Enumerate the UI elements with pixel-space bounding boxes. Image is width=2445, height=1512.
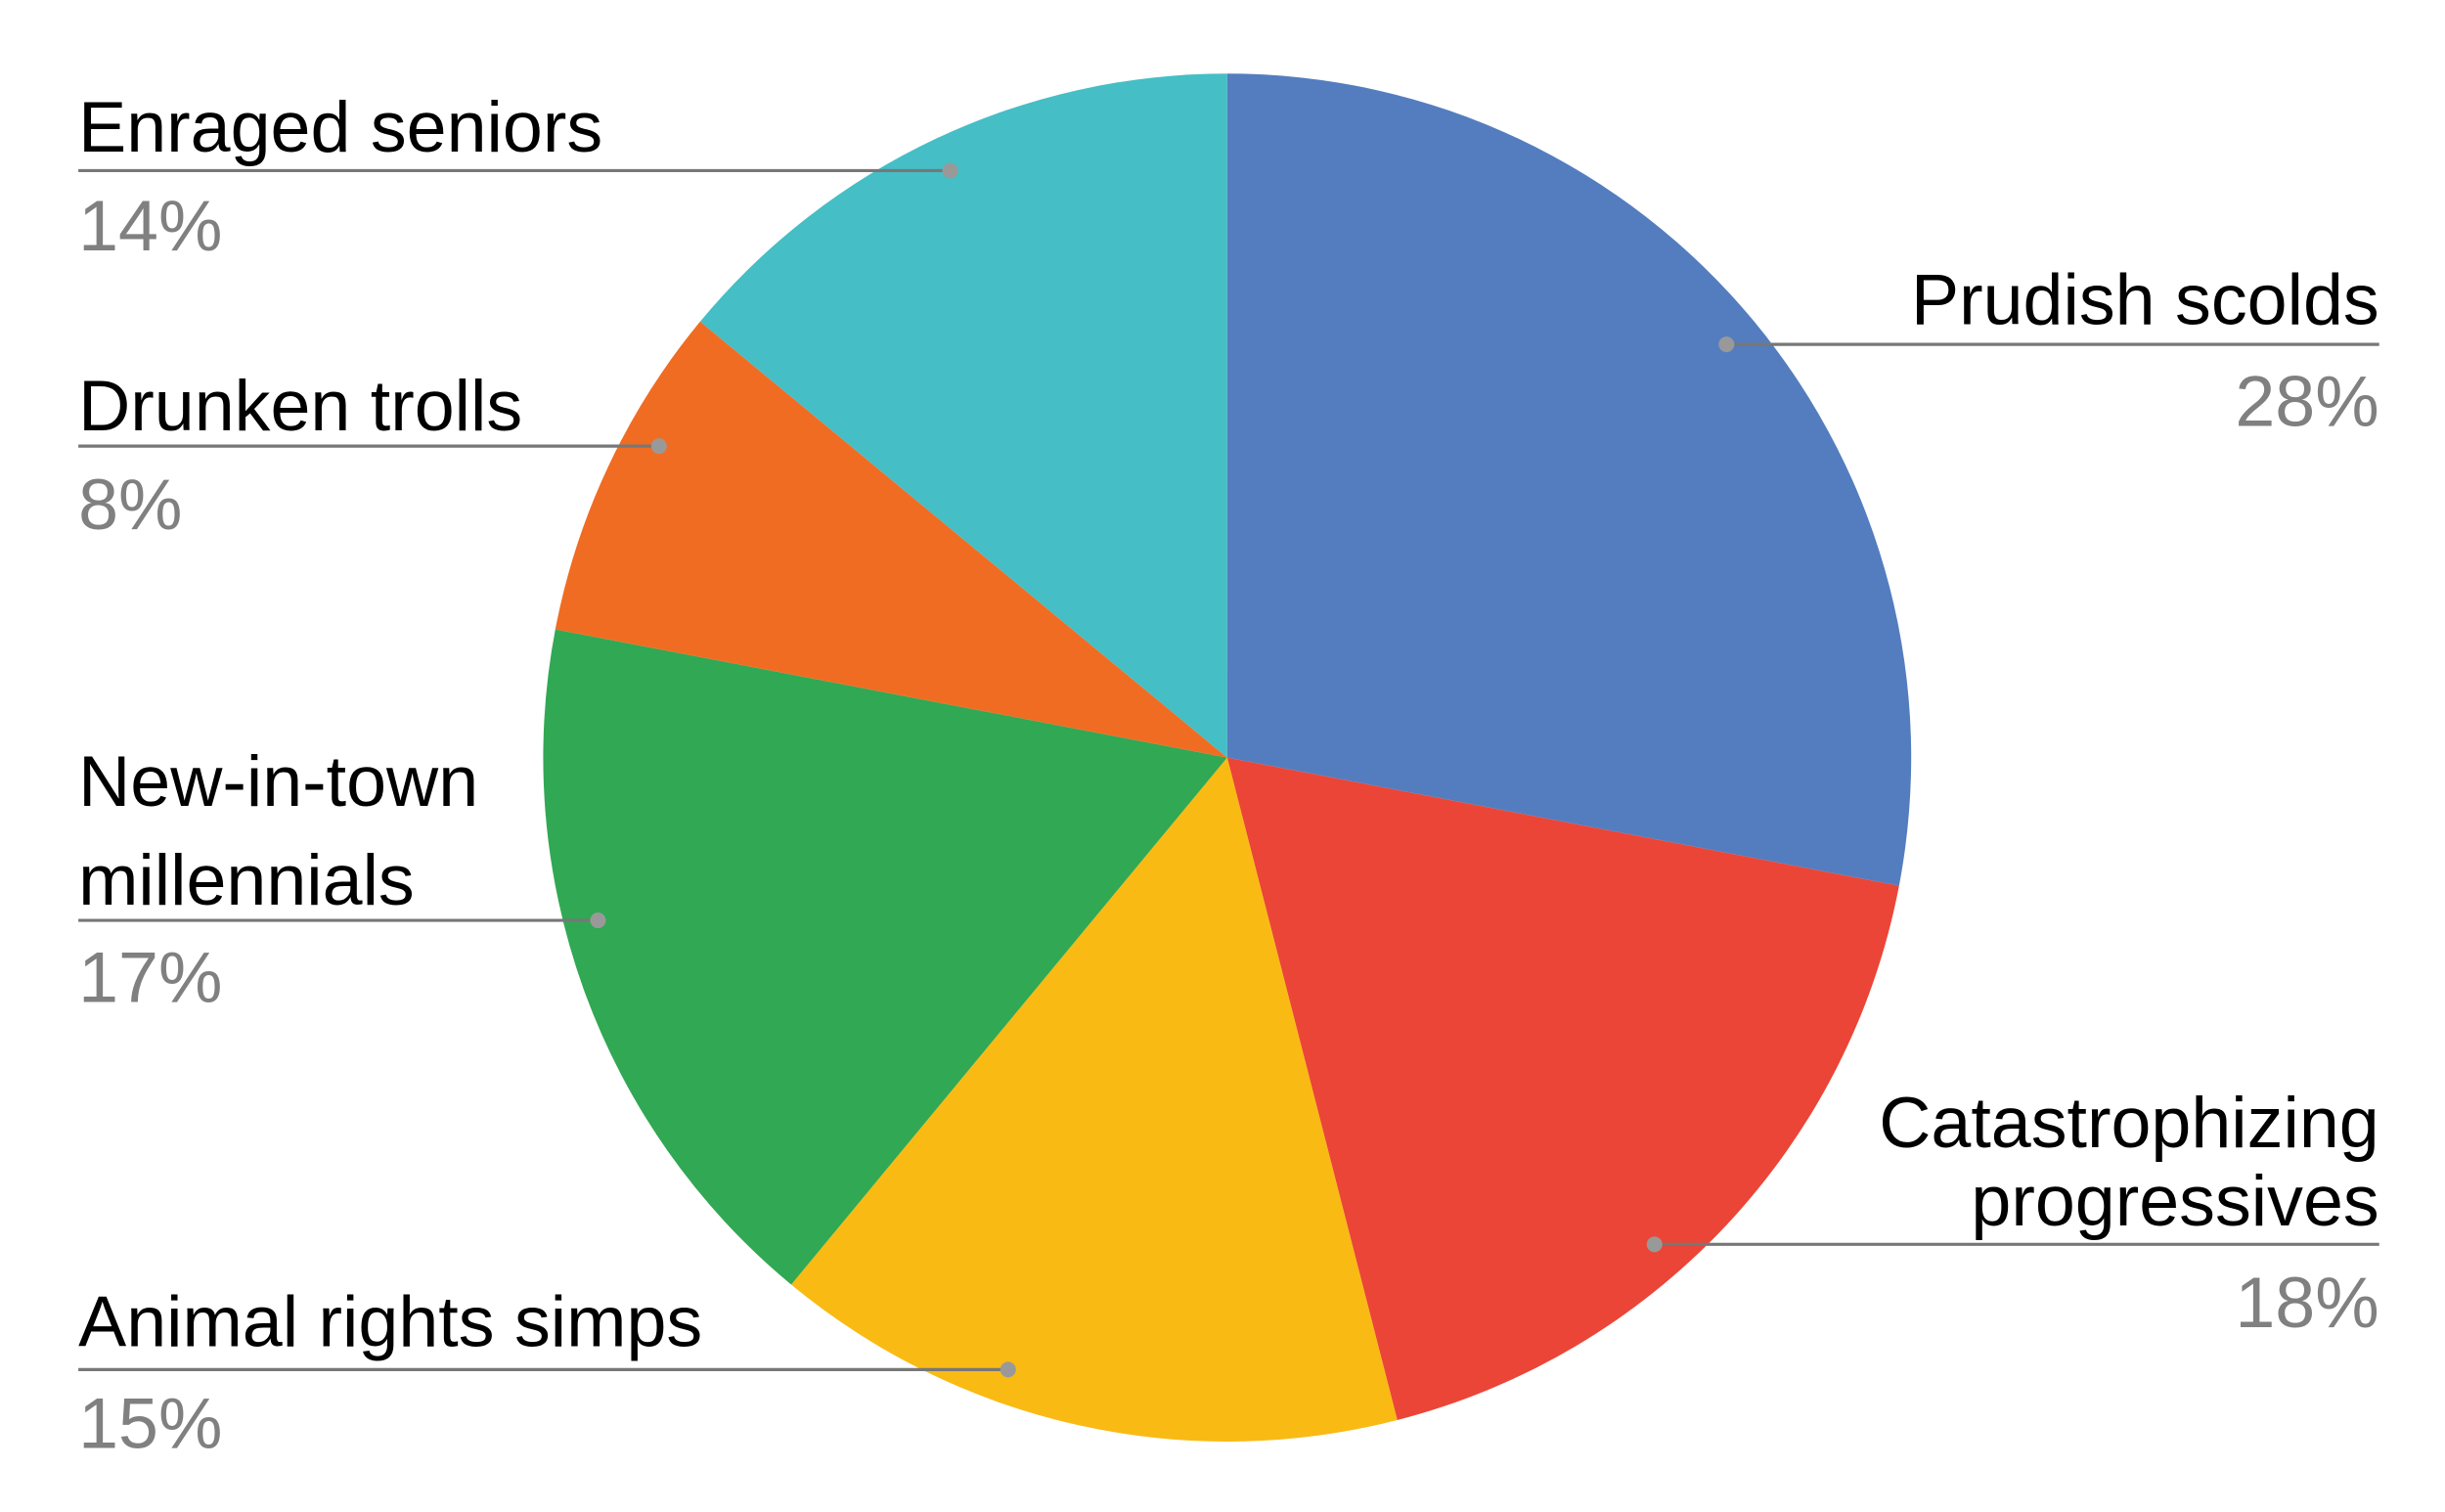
slice-label: millennials: [78, 839, 415, 920]
leader-dot: [1718, 336, 1735, 353]
slice-label: Prudish scolds: [1911, 258, 2379, 339]
leader-dot: [1646, 1236, 1663, 1253]
slice-label: Animal rights simps: [78, 1280, 702, 1361]
leader-dot: [942, 162, 958, 179]
slice-label: New-in-town: [78, 740, 478, 822]
slice-label: Enraged seniors: [78, 86, 602, 167]
pie-slice: [555, 321, 1227, 758]
pie-slice: [1226, 73, 1912, 886]
slice-percent-label: 28%: [2235, 360, 2378, 441]
slice-label: Catastrophizing: [1879, 1082, 2378, 1163]
slice-percent-label: 14%: [78, 185, 222, 266]
slice-label: progressives: [1971, 1160, 2378, 1241]
leader-dot: [650, 438, 667, 455]
pie-slice: [1226, 757, 1899, 1421]
slice-percent-label: 15%: [78, 1382, 222, 1463]
slice-percent-label: 8%: [78, 464, 182, 545]
leader-dot: [1000, 1361, 1016, 1378]
slice-percent-label: 18%: [2235, 1262, 2378, 1343]
pie-slice: [790, 757, 1398, 1442]
pie-slice: [543, 629, 1227, 1285]
pie-slice: [699, 73, 1227, 758]
slice-percent-label: 17%: [78, 936, 222, 1017]
leader-dot: [590, 912, 606, 929]
slice-label: Drunken trolls: [78, 365, 522, 446]
